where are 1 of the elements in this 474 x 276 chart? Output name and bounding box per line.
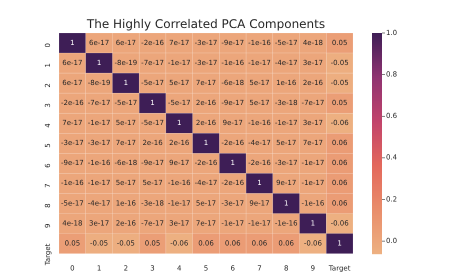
chart-title: The Highly Correlated PCA Components [86, 17, 326, 32]
